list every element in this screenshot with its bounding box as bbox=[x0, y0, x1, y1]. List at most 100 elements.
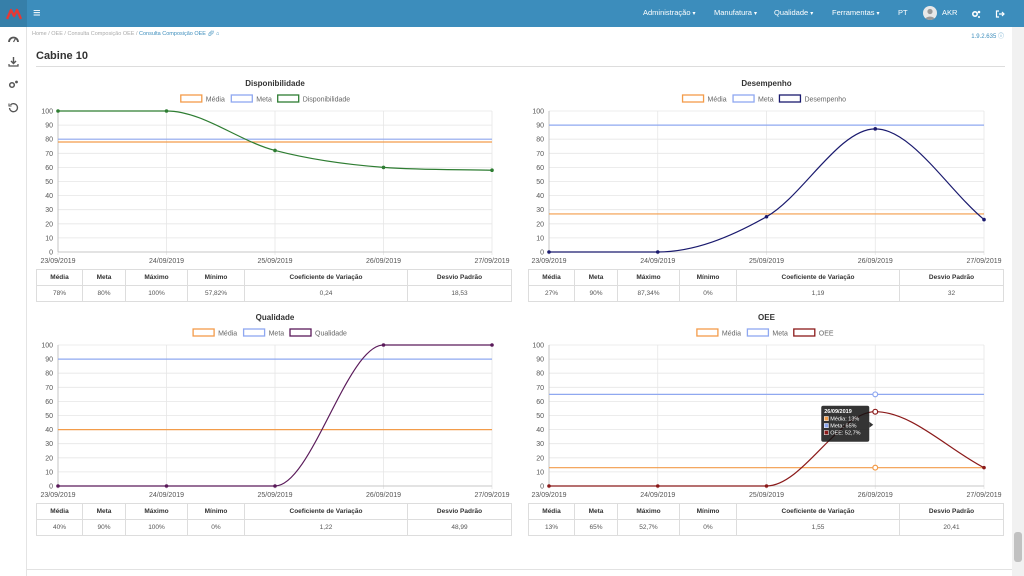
history-icon[interactable] bbox=[8, 102, 19, 113]
stats-header-desvio-padrao: Desvio Padrão bbox=[407, 269, 512, 286]
y-tick-label: 10 bbox=[536, 469, 544, 476]
download-icon[interactable] bbox=[8, 56, 19, 67]
data-point-qualidade[interactable] bbox=[381, 343, 386, 347]
chart-svg-oee: OEE Média Meta OEE 0 10 20 30 40 50 60 70 80 90 100 23/… bbox=[531, 313, 1001, 499]
legend-item-media[interactable]: Média bbox=[681, 94, 727, 104]
tooltip-swatch bbox=[824, 423, 829, 428]
legend-item-meta[interactable]: Meta bbox=[242, 328, 285, 338]
chart-title: OEE bbox=[758, 313, 776, 322]
sidebar bbox=[0, 27, 27, 576]
y-tick-label: 90 bbox=[45, 357, 53, 364]
y-tick-label: 100 bbox=[41, 109, 53, 116]
y-tick-label: 0 bbox=[49, 484, 53, 491]
hover-point-media[interactable] bbox=[872, 464, 879, 471]
user-name[interactable]: AKR bbox=[942, 8, 958, 17]
stats-value-row: 40% 90% 100% 0% 1,22 48,99 bbox=[36, 519, 512, 536]
data-point-disponibilidade[interactable] bbox=[490, 168, 494, 173]
stats-header-minimo: Mínimo bbox=[679, 503, 737, 520]
breadcrumb: Home / OEE / Consulta Composição OEE / C… bbox=[32, 31, 220, 37]
stats-header-row: Média Meta Máximo Mínimo Coeficiente de Vari… bbox=[36, 503, 512, 520]
y-tick-label: 90 bbox=[536, 123, 544, 130]
y-tick-label: 70 bbox=[45, 385, 53, 392]
data-point-disponibilidade[interactable] bbox=[273, 148, 277, 153]
data-point-desempenho[interactable] bbox=[655, 250, 660, 254]
data-point-oee[interactable] bbox=[764, 484, 769, 488]
hover-point-meta[interactable] bbox=[872, 391, 879, 398]
scrollbar-thumb[interactable] bbox=[1014, 532, 1022, 562]
legend-item-media[interactable]: Média bbox=[192, 328, 237, 338]
stats-value-media: 13% bbox=[528, 519, 575, 536]
user-avatar[interactable] bbox=[923, 6, 937, 20]
data-point-disponibilidade[interactable] bbox=[381, 165, 386, 170]
legend-item-desempenho[interactable]: Desempenho bbox=[778, 94, 846, 104]
y-tick-label: 80 bbox=[536, 137, 544, 144]
nav-ferramentas[interactable]: Ferramentas ▾ bbox=[832, 8, 880, 17]
menu-toggle-icon[interactable]: ≡ bbox=[33, 5, 41, 20]
link-icon[interactable]: 🔗︎ bbox=[207, 31, 215, 37]
data-point-disponibilidade[interactable] bbox=[164, 109, 169, 113]
data-point-qualidade[interactable] bbox=[490, 343, 494, 347]
data-point-desempenho[interactable] bbox=[982, 217, 986, 222]
legend-item-media[interactable]: Média bbox=[180, 94, 225, 104]
logo[interactable] bbox=[0, 0, 27, 27]
breadcrumb-home[interactable]: Home bbox=[32, 31, 47, 37]
home-icon[interactable]: ⌂ bbox=[216, 31, 220, 37]
tooltip-swatch bbox=[824, 430, 829, 435]
legend-label: Média bbox=[206, 97, 225, 104]
scrollbar[interactable] bbox=[1012, 27, 1024, 576]
stats-table-disponibilidade: Média Meta Máximo Mínimo Coeficiente de Vari… bbox=[36, 269, 512, 302]
legend-item-disponibilidade[interactable]: Disponibilidade bbox=[277, 94, 351, 104]
y-tick-label: 50 bbox=[536, 413, 544, 420]
settings-cogs-icon[interactable] bbox=[971, 9, 981, 19]
legend-item-media[interactable]: Média bbox=[696, 328, 741, 338]
data-point-desempenho[interactable] bbox=[873, 127, 878, 131]
data-point-oee[interactable] bbox=[655, 484, 660, 488]
info-icon[interactable]: ⓘ bbox=[997, 34, 1004, 40]
data-point-qualidade[interactable] bbox=[56, 484, 60, 488]
dashboard-icon[interactable] bbox=[8, 34, 19, 45]
y-tick-label: 40 bbox=[536, 193, 544, 200]
stats-value-coeficiente-de-variacao: 0,24 bbox=[244, 285, 408, 302]
data-point-oee[interactable] bbox=[547, 484, 551, 488]
y-tick-label: 0 bbox=[49, 250, 53, 257]
stats-value-maximo: 100% bbox=[125, 285, 188, 302]
stats-value-coeficiente-de-variacao: 1,22 bbox=[244, 519, 408, 536]
stats-value-desvio-padrao: 20,41 bbox=[899, 519, 1004, 536]
data-point-oee[interactable] bbox=[982, 465, 986, 470]
legend-item-meta[interactable]: Meta bbox=[732, 94, 774, 104]
nav-administracao[interactable]: Administração ▾ bbox=[643, 8, 696, 17]
stats-header-row: Média Meta Máximo Mínimo Coeficiente de Vari… bbox=[36, 269, 512, 286]
legend-item-qualidade[interactable]: Qualidade bbox=[289, 328, 347, 338]
nav-qualidade[interactable]: Qualidade ▾ bbox=[774, 8, 813, 17]
legend-item-meta[interactable]: Meta bbox=[230, 94, 272, 104]
stats-value-maximo: 100% bbox=[125, 519, 188, 536]
y-tick-label: 20 bbox=[536, 221, 544, 228]
cogs-icon[interactable] bbox=[8, 79, 19, 90]
stats-value-minimo: 0% bbox=[679, 519, 737, 536]
breadcrumb-consulta[interactable]: Consulta Composição OEE bbox=[67, 31, 135, 37]
legend-label: Disponibilidade bbox=[303, 97, 351, 104]
language-selector[interactable]: PT bbox=[898, 8, 908, 17]
data-point-qualidade[interactable] bbox=[164, 484, 169, 488]
y-tick-label: 50 bbox=[45, 179, 53, 186]
hover-point-oee[interactable] bbox=[872, 408, 879, 415]
data-point-qualidade[interactable] bbox=[273, 484, 277, 488]
caret-down-icon: ▾ bbox=[876, 11, 880, 17]
data-point-desempenho[interactable] bbox=[764, 214, 769, 219]
breadcrumb-oee[interactable]: OEE bbox=[51, 31, 63, 37]
y-tick-label: 40 bbox=[536, 427, 544, 434]
caret-down-icon: ▾ bbox=[692, 11, 696, 17]
logout-icon[interactable] bbox=[995, 9, 1005, 19]
stats-value-media: 78% bbox=[36, 285, 83, 302]
stats-value-coeficiente-de-variacao: 1,19 bbox=[736, 285, 900, 302]
nav-manufatura[interactable]: Manufatura ▾ bbox=[714, 8, 757, 17]
data-point-disponibilidade[interactable] bbox=[56, 109, 60, 113]
x-tick-label: 26/09/2019 bbox=[858, 492, 893, 499]
legend-item-meta[interactable]: Meta bbox=[746, 328, 788, 338]
tooltip-line: OEE: 52,7% bbox=[830, 431, 860, 437]
stats-value-meta: 65% bbox=[574, 519, 618, 536]
legend-swatch bbox=[793, 328, 816, 337]
legend-item-oee[interactable]: OEE bbox=[793, 328, 834, 338]
stats-header-minimo: Mínimo bbox=[187, 269, 245, 286]
data-point-desempenho[interactable] bbox=[547, 250, 551, 254]
